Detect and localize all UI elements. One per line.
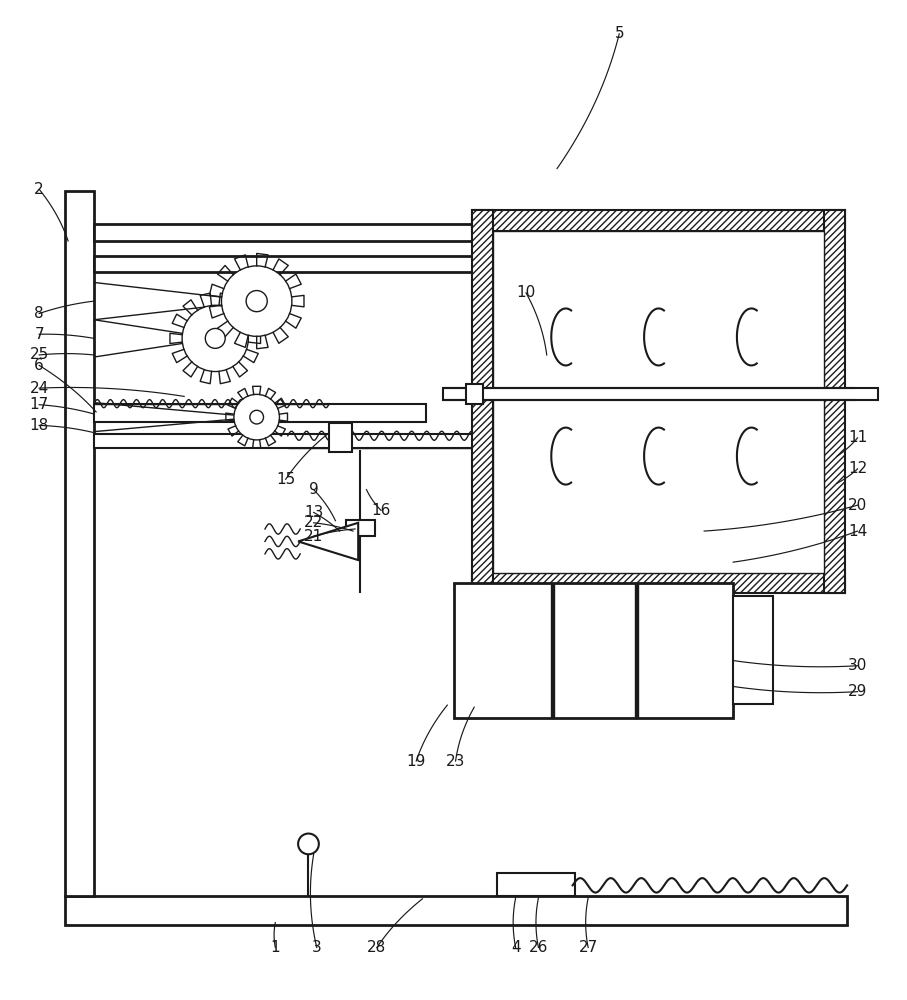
- Bar: [824, 210, 845, 593]
- Bar: [609, 436, 702, 446]
- Bar: [94, 224, 550, 241]
- Text: 30: 30: [848, 658, 867, 673]
- Circle shape: [182, 305, 249, 372]
- Bar: [454, 583, 733, 718]
- Circle shape: [205, 328, 225, 348]
- Bar: [65, 191, 94, 896]
- Text: 8: 8: [34, 306, 44, 321]
- Bar: [726, 692, 740, 702]
- Text: 5: 5: [614, 26, 624, 41]
- Circle shape: [221, 266, 292, 336]
- Bar: [733, 596, 773, 704]
- Polygon shape: [298, 523, 358, 560]
- Bar: [497, 873, 575, 896]
- Bar: [346, 520, 375, 536]
- Text: 22: 22: [304, 515, 323, 530]
- Circle shape: [298, 834, 319, 854]
- Circle shape: [246, 291, 268, 312]
- Text: 19: 19: [406, 754, 426, 769]
- Bar: [586, 427, 609, 450]
- Bar: [94, 434, 550, 448]
- Text: 10: 10: [516, 285, 536, 300]
- Text: 3: 3: [312, 940, 322, 955]
- Text: 27: 27: [579, 940, 598, 955]
- Text: 28: 28: [367, 940, 386, 955]
- Text: 9: 9: [308, 482, 318, 497]
- Circle shape: [249, 410, 264, 424]
- Bar: [94, 256, 550, 272]
- Text: 13: 13: [304, 505, 323, 520]
- Bar: [473, 210, 845, 231]
- Text: 20: 20: [848, 498, 867, 513]
- Bar: [473, 210, 493, 593]
- Bar: [329, 423, 352, 452]
- Text: 29: 29: [848, 684, 867, 699]
- Bar: [493, 231, 824, 573]
- Bar: [94, 404, 425, 422]
- Text: 25: 25: [30, 347, 49, 362]
- Text: 12: 12: [848, 461, 867, 476]
- Bar: [65, 896, 847, 925]
- Bar: [635, 583, 639, 718]
- Text: 26: 26: [529, 940, 548, 955]
- Text: 18: 18: [30, 418, 49, 433]
- Text: 14: 14: [848, 524, 867, 539]
- Text: 15: 15: [276, 472, 296, 487]
- Text: 17: 17: [30, 397, 49, 412]
- Circle shape: [234, 394, 279, 440]
- Bar: [577, 692, 591, 702]
- Bar: [444, 388, 878, 400]
- Text: 24: 24: [30, 381, 49, 396]
- Text: 6: 6: [34, 358, 44, 373]
- Text: 21: 21: [304, 529, 323, 544]
- Bar: [551, 583, 554, 718]
- Text: 4: 4: [511, 940, 521, 955]
- Bar: [473, 573, 845, 593]
- Text: 23: 23: [446, 754, 465, 769]
- Text: 11: 11: [848, 430, 867, 445]
- Text: 7: 7: [34, 327, 44, 342]
- Text: 16: 16: [371, 503, 391, 518]
- Text: 1: 1: [270, 940, 280, 955]
- Bar: [466, 384, 483, 404]
- Text: 2: 2: [34, 182, 44, 197]
